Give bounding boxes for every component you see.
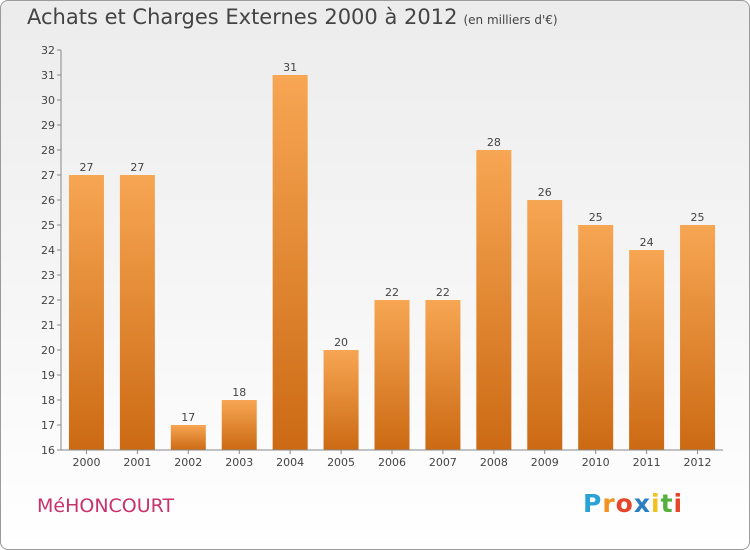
brand-letter: r xyxy=(602,489,616,518)
y-tick-label: 24 xyxy=(41,244,55,257)
x-tick-label: 2012 xyxy=(684,456,712,469)
bar-value-label: 20 xyxy=(334,336,348,349)
brand-logo: Proxiti xyxy=(583,489,683,518)
x-tick-label: 2006 xyxy=(378,456,406,469)
x-tick-label: 2000 xyxy=(72,456,100,469)
y-tick-label: 28 xyxy=(41,144,55,157)
bar-value-label: 25 xyxy=(691,211,705,224)
y-tick-label: 17 xyxy=(41,419,55,432)
x-tick-label: 2009 xyxy=(531,456,559,469)
chart-title: Achats et Charges Externes 2000 à 2012 (e… xyxy=(27,5,558,29)
commune-name: MéHONCOURT xyxy=(37,495,175,517)
bar-2000 xyxy=(68,175,104,450)
bar-2004 xyxy=(272,75,308,450)
chart-title-text: Achats et Charges Externes 2000 à 2012 xyxy=(27,5,458,29)
bar-value-label: 25 xyxy=(589,211,603,224)
bar-2002 xyxy=(170,425,206,450)
y-tick-label: 20 xyxy=(41,344,55,357)
y-tick-label: 18 xyxy=(41,394,55,407)
y-axis: 16 17 18 19 20 21 22 23 24 25 26 27 28 29 30 31 32 xyxy=(41,44,62,457)
y-tick-label: 21 xyxy=(41,319,55,332)
bar-2005 xyxy=(323,350,359,450)
x-tick-label: 2010 xyxy=(582,456,610,469)
y-tick-label: 29 xyxy=(41,119,55,132)
brand-letter: P xyxy=(583,489,603,518)
y-tick-label: 23 xyxy=(41,269,55,282)
y-tick-label: 32 xyxy=(41,44,55,57)
x-axis: 2000 2001 2002 2003 2004 2005 2006 2007 2008 2009… xyxy=(61,449,723,469)
brand-letter: o xyxy=(615,489,634,518)
bar-2001 xyxy=(119,175,155,450)
bar-value-label: 18 xyxy=(232,386,246,399)
x-tick-label: 2001 xyxy=(123,456,151,469)
brand-letter: i xyxy=(673,489,684,518)
y-tick-label: 30 xyxy=(41,94,55,107)
bars: 27 27 17 18 31 20 22 22 28 26 25 24 25 xyxy=(68,61,716,450)
bar-2012 xyxy=(680,225,716,450)
bar-value-label: 17 xyxy=(181,411,195,424)
y-tick-label: 19 xyxy=(41,369,55,382)
bar-value-label: 24 xyxy=(640,236,654,249)
y-tick-label: 26 xyxy=(41,194,55,207)
y-tick-label: 25 xyxy=(41,219,55,232)
brand-letter: i xyxy=(651,489,661,518)
x-tick-label: 2002 xyxy=(174,456,202,469)
x-tick-label: 2004 xyxy=(276,456,304,469)
bar-value-label: 22 xyxy=(385,286,399,299)
brand-letter: t xyxy=(660,489,674,518)
bar-value-label: 26 xyxy=(538,186,552,199)
bar-value-label: 28 xyxy=(487,136,501,149)
x-tick-label: 2007 xyxy=(429,456,457,469)
brand-letter: x xyxy=(633,489,651,518)
bar-2006 xyxy=(374,300,410,450)
bar-value-label: 27 xyxy=(79,161,93,174)
bar-2007 xyxy=(425,300,461,450)
y-tick-label: 22 xyxy=(41,294,55,307)
y-tick-label: 31 xyxy=(41,69,55,82)
x-tick-label: 2011 xyxy=(633,456,661,469)
bar-value-label: 31 xyxy=(283,61,297,74)
x-tick-label: 2003 xyxy=(225,456,253,469)
bar-2009 xyxy=(527,200,563,450)
x-tick-label: 2008 xyxy=(480,456,508,469)
x-tick-label: 2005 xyxy=(327,456,355,469)
bar-value-label: 22 xyxy=(436,286,450,299)
bar-2011 xyxy=(629,250,665,450)
chart-subtitle: (en milliers d'€) xyxy=(463,13,558,27)
y-tick-label: 27 xyxy=(41,169,55,182)
bar-2008 xyxy=(476,150,512,450)
bar-2010 xyxy=(578,225,614,450)
bar-2003 xyxy=(221,400,257,450)
y-tick-label: 16 xyxy=(41,444,55,457)
bar-value-label: 27 xyxy=(130,161,144,174)
